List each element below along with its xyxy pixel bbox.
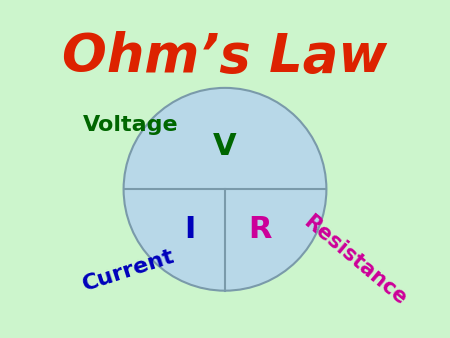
Text: V: V [213, 132, 237, 161]
Text: Resistance: Resistance [299, 212, 410, 309]
Circle shape [124, 88, 326, 291]
Text: Current: Current [80, 246, 177, 295]
Text: R: R [249, 215, 272, 244]
Text: Ohm’s Law: Ohm’s Law [63, 31, 387, 83]
Text: I: I [184, 215, 195, 244]
Text: Voltage: Voltage [83, 115, 179, 135]
